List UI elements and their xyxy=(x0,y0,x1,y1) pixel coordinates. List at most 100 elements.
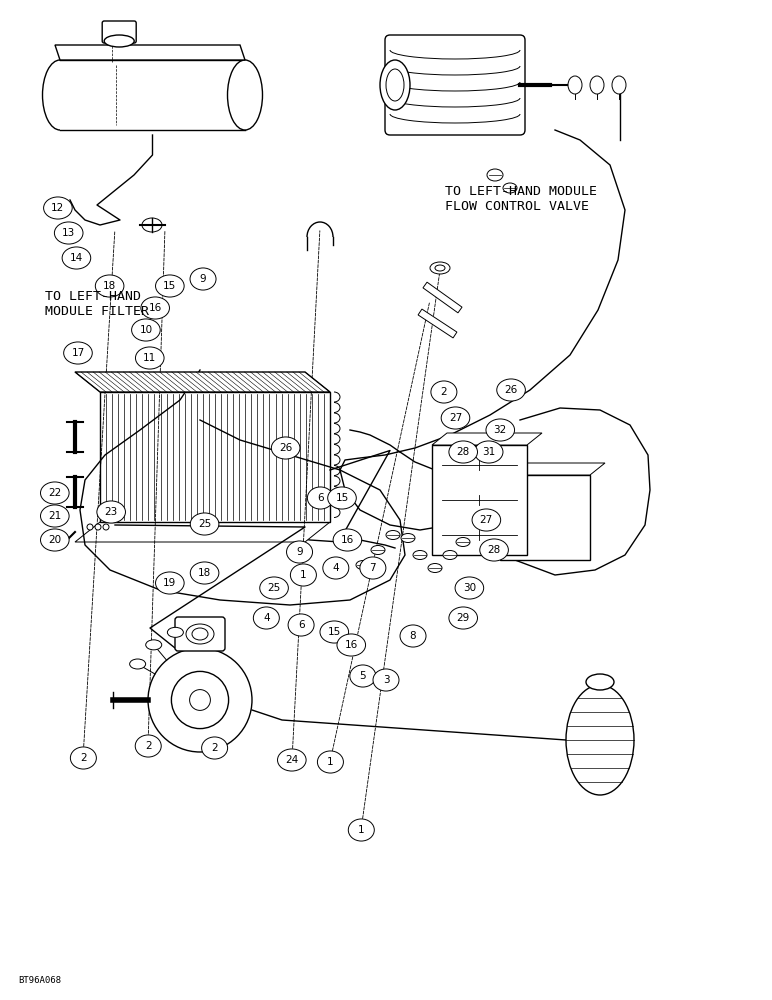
Circle shape xyxy=(95,524,101,530)
Ellipse shape xyxy=(441,407,470,429)
Ellipse shape xyxy=(487,169,503,181)
Ellipse shape xyxy=(496,379,526,401)
Ellipse shape xyxy=(277,749,306,771)
FancyBboxPatch shape xyxy=(385,35,525,135)
Ellipse shape xyxy=(70,747,96,769)
Ellipse shape xyxy=(54,222,83,244)
Circle shape xyxy=(87,524,93,530)
Ellipse shape xyxy=(42,60,77,130)
Ellipse shape xyxy=(168,627,184,637)
Polygon shape xyxy=(75,522,330,542)
Ellipse shape xyxy=(327,487,357,509)
Text: 29: 29 xyxy=(456,613,470,623)
Ellipse shape xyxy=(192,628,208,640)
Ellipse shape xyxy=(288,614,314,636)
Text: 16: 16 xyxy=(148,303,162,313)
Ellipse shape xyxy=(401,534,415,542)
Ellipse shape xyxy=(472,509,501,531)
Ellipse shape xyxy=(400,625,426,647)
Ellipse shape xyxy=(130,659,146,669)
Ellipse shape xyxy=(317,751,344,773)
Text: 10: 10 xyxy=(139,325,153,335)
Bar xyxy=(432,445,527,555)
Ellipse shape xyxy=(413,550,427,560)
Ellipse shape xyxy=(146,640,161,650)
Ellipse shape xyxy=(155,572,185,594)
Circle shape xyxy=(103,524,109,530)
Ellipse shape xyxy=(253,607,279,629)
Text: 26: 26 xyxy=(279,443,293,453)
Ellipse shape xyxy=(104,35,134,47)
Text: 22: 22 xyxy=(48,488,62,498)
Text: 14: 14 xyxy=(69,253,83,263)
Ellipse shape xyxy=(503,183,517,193)
Ellipse shape xyxy=(566,685,634,795)
Text: 30: 30 xyxy=(462,583,476,593)
Text: 6: 6 xyxy=(298,620,304,630)
Ellipse shape xyxy=(474,441,503,463)
Text: 5: 5 xyxy=(360,671,366,681)
Ellipse shape xyxy=(228,60,262,130)
Text: 26: 26 xyxy=(504,385,518,395)
Text: 19: 19 xyxy=(163,578,177,588)
Ellipse shape xyxy=(350,665,376,687)
Ellipse shape xyxy=(431,381,457,403)
Ellipse shape xyxy=(95,275,124,297)
Ellipse shape xyxy=(356,560,370,570)
Circle shape xyxy=(148,648,252,752)
Ellipse shape xyxy=(40,482,69,504)
Bar xyxy=(500,475,590,560)
Text: 3: 3 xyxy=(383,675,389,685)
Ellipse shape xyxy=(386,69,404,101)
Ellipse shape xyxy=(456,538,470,546)
Text: 28: 28 xyxy=(456,447,470,457)
Ellipse shape xyxy=(135,735,161,757)
Ellipse shape xyxy=(141,297,170,319)
Polygon shape xyxy=(432,433,542,445)
Text: 27: 27 xyxy=(479,515,493,525)
Ellipse shape xyxy=(307,487,334,509)
Text: 7: 7 xyxy=(370,563,376,573)
Ellipse shape xyxy=(479,539,509,561)
Text: 18: 18 xyxy=(198,568,212,578)
Ellipse shape xyxy=(40,529,69,551)
Text: 16: 16 xyxy=(344,640,358,650)
Ellipse shape xyxy=(290,564,317,586)
Ellipse shape xyxy=(320,621,349,643)
Text: 27: 27 xyxy=(449,413,462,423)
Text: 15: 15 xyxy=(327,627,341,637)
Ellipse shape xyxy=(40,505,69,527)
Text: 32: 32 xyxy=(493,425,507,435)
Ellipse shape xyxy=(371,546,385,554)
Text: 12: 12 xyxy=(51,203,65,213)
Ellipse shape xyxy=(449,441,478,463)
Text: 1: 1 xyxy=(358,825,364,835)
Text: TO LEFT-HAND MODULE
FLOW CONTROL VALVE: TO LEFT-HAND MODULE FLOW CONTROL VALVE xyxy=(445,185,597,213)
Text: 25: 25 xyxy=(198,519,212,529)
Text: 4: 4 xyxy=(333,563,339,573)
Text: 18: 18 xyxy=(103,281,117,291)
Ellipse shape xyxy=(96,501,126,523)
Ellipse shape xyxy=(348,819,374,841)
Ellipse shape xyxy=(186,624,214,644)
Ellipse shape xyxy=(449,607,478,629)
Ellipse shape xyxy=(568,76,582,94)
Ellipse shape xyxy=(43,197,73,219)
Ellipse shape xyxy=(190,513,219,535)
Polygon shape xyxy=(500,463,605,475)
Ellipse shape xyxy=(201,737,228,759)
Text: 31: 31 xyxy=(482,447,496,457)
Text: 1: 1 xyxy=(300,570,306,580)
Text: 15: 15 xyxy=(335,493,349,503)
Ellipse shape xyxy=(360,557,386,579)
Text: 2: 2 xyxy=(212,743,218,753)
Ellipse shape xyxy=(373,669,399,691)
Text: 17: 17 xyxy=(71,348,85,358)
Text: 13: 13 xyxy=(62,228,76,238)
Text: 4: 4 xyxy=(263,613,269,623)
Ellipse shape xyxy=(380,60,410,110)
Ellipse shape xyxy=(612,76,626,94)
Ellipse shape xyxy=(590,76,604,94)
FancyBboxPatch shape xyxy=(102,21,136,43)
Polygon shape xyxy=(423,282,462,313)
